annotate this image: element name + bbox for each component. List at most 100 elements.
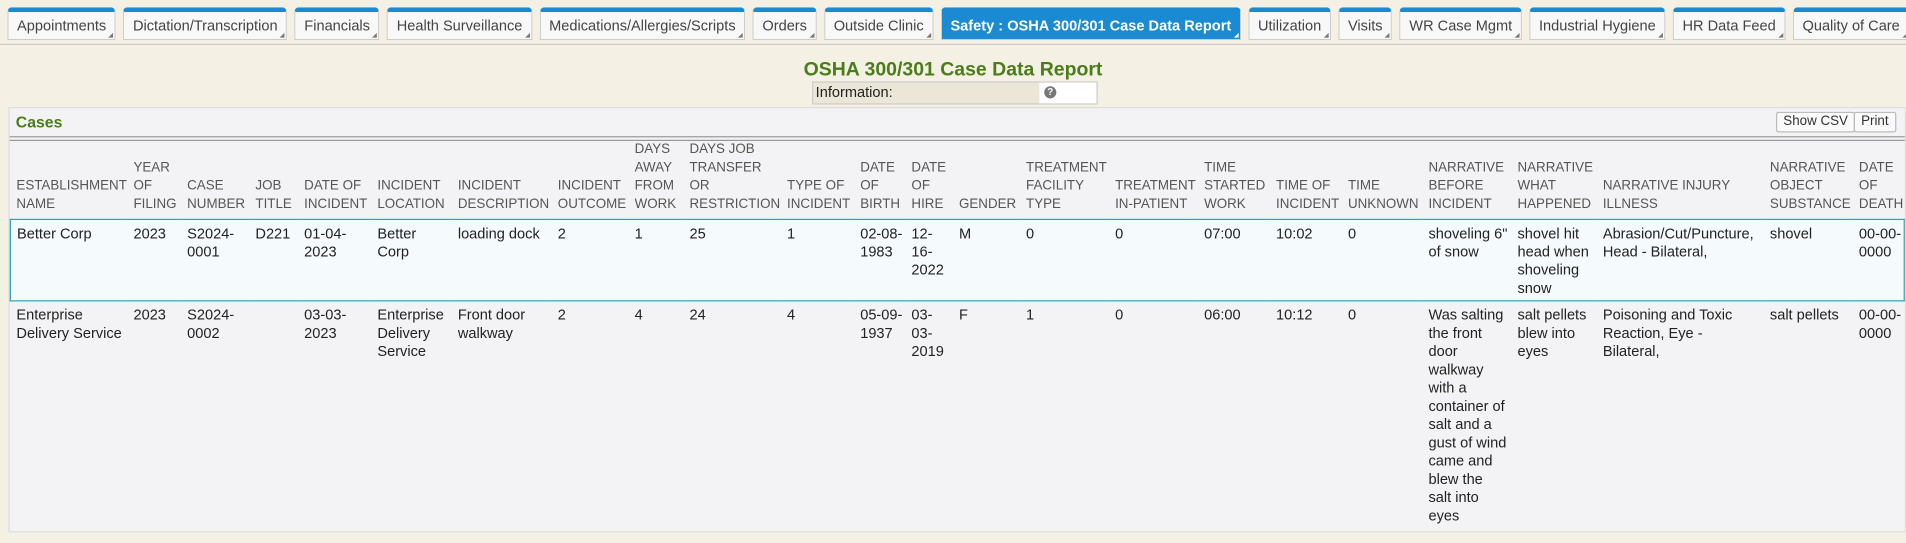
table-row[interactable]: Enterprise Delivery Service 2023 S2024-000… [10,301,1904,528]
column-header[interactable]: TIME OF INCIDENT [1276,178,1340,212]
report-title: OSHA 300/301 Case Data Report [803,59,1103,81]
help-icon[interactable]: ? [1044,86,1057,99]
column-header[interactable]: NARRATIVE BEFORE INCIDENT [1428,160,1505,212]
table-cell: shovel [1763,218,1853,302]
tab[interactable]: Outside Clinic [823,7,934,41]
table-cell: 10:12 [1276,306,1313,324]
table-cell: 03-03-2023 [304,306,347,342]
table-cell: 25 [683,218,781,302]
table-cell: 1 [628,218,684,302]
cases-panel: Cases Show CSV Print ESTABLISHMENT NAME Y… [8,106,1906,533]
column-header[interactable]: DAYS JOB TRANSFER OR RESTRICTION [689,142,781,212]
table-cell: 0 [1019,218,1109,302]
column-header[interactable]: TREATMENT FACILITY TYPE [1026,160,1107,212]
tab[interactable]: Orders [752,7,817,41]
table-cell: Enterprise Delivery Service [16,306,122,342]
table-cell: Was salting the front door walkway with … [1428,306,1507,524]
table-cell: M [952,218,1020,302]
column-header[interactable]: DATE OF INCIDENT [304,178,368,212]
cases-table: ESTABLISHMENT NAME YEAR OF FILING CASE NUM… [9,141,1905,528]
table-cell: 1 [1026,306,1035,324]
table-cell: Enterprise Delivery Service [377,306,444,360]
column-header[interactable]: ESTABLISHMENT NAME [16,178,127,212]
table-cell: 12-16-2022 [905,218,953,302]
table-cell: 1 [780,218,855,302]
table-row[interactable]: Better Corp 2023 S2024-0001 D221 01-04-2023 B… [9,218,1905,302]
info-label: Information: [815,83,893,101]
tab[interactable]: Safety : OSHA 300/301 Case Data Report [940,7,1241,41]
table-cell: 01-04-2023 [298,218,372,302]
tab[interactable]: Utilization [1248,7,1331,41]
tab[interactable]: Health Surveillance [386,7,533,41]
table-cell: shoveling 6" of snow [1422,218,1512,302]
table-cell: 05-09-1937 [860,306,903,342]
tab[interactable]: Dictation/Transcription [123,7,288,41]
table-cell: Better Corp [371,218,452,302]
column-header[interactable]: NARRATIVE OBJECT SUBSTANCE [1769,160,1851,212]
tab[interactable]: WR Case Mgmt [1399,7,1522,41]
print-button[interactable]: Print [1853,111,1896,133]
table-cell: 24 [689,306,706,324]
table-cell [249,301,298,528]
column-header[interactable]: CASE NUMBER [187,178,246,212]
table-cell: S2024-0001 [181,218,250,302]
show-csv-button[interactable]: Show CSV [1775,111,1856,133]
table-cell: Better Corp [9,218,128,302]
tab[interactable]: Quality of Care [1792,7,1906,41]
table-cell: Front door walkway [457,306,526,342]
table-cell: 0 [1347,306,1357,324]
column-header[interactable]: DATE OF HIRE [911,160,947,212]
column-header[interactable]: DATE OF BIRTH [860,160,901,212]
table-cell: F [958,306,968,324]
tab[interactable]: Medications/Allergies/Scripts [539,7,746,41]
column-header[interactable]: TIME UNKNOWN [1347,178,1419,212]
column-header[interactable]: DATE OF DEATH [1858,160,1904,212]
column-header[interactable]: TIME STARTED WORK [1204,160,1266,212]
header-row: ESTABLISHMENT NAME YEAR OF FILING CASE NUM… [10,141,1904,219]
column-header[interactable]: NARRATIVE WHAT HAPPENED [1517,160,1594,212]
table-cell: Abrasion/Cut/Puncture, Head - Bilateral, [1596,218,1764,302]
table-cell: 0 [1108,218,1199,302]
column-header[interactable]: GENDER [958,196,1017,212]
table-cell: 00-00-0000 [1858,306,1902,342]
table-cell: shovel hit head when shoveling snow [1511,218,1597,302]
column-header[interactable]: INCIDENT DESCRIPTION [457,178,550,212]
table-cell: 0 [1115,306,1124,324]
tab[interactable]: Visits [1338,7,1393,41]
table-cell: 4 [787,306,796,324]
tab[interactable]: Financials [294,7,380,41]
table-cell: 02-08-1983 [854,218,906,302]
table-cell: salt pellets [1769,306,1839,324]
table-cell: 0 [1341,218,1423,302]
table-cell: 4 [634,306,643,324]
table-cell: D221 [249,218,299,302]
divider [9,136,1905,142]
column-header[interactable]: INCIDENT LOCATION [377,178,445,212]
panel-title: Cases [15,113,63,132]
table-cell: 2023 [127,218,182,302]
table-cell: loading dock [451,218,552,302]
table-cell: 2 [551,218,629,302]
column-header[interactable]: JOB TITLE [255,178,292,212]
table-cell: 10:02 [1269,218,1342,302]
info-box: Information:? [812,81,1098,105]
table-cell: Poisoning and Toxic Reaction, Eye - Bila… [1602,306,1733,360]
column-header[interactable]: TYPE OF INCIDENT [787,178,851,212]
table-cell: 00-00-0000 [1852,218,1905,302]
table-cell: 03-03-2019 [911,306,944,360]
table-cell: S2024-0002 [187,306,235,342]
tab[interactable]: Industrial Hygiene [1529,7,1666,41]
column-header[interactable]: TREATMENT IN-PATIENT [1115,178,1196,212]
table-cell: 06:00 [1204,306,1241,324]
column-header[interactable]: DAYS AWAY FROM WORK [634,142,677,212]
column-header[interactable]: YEAR OF FILING [133,160,177,212]
tab[interactable]: HR Data Feed [1672,7,1786,41]
tab[interactable]: Appointments [7,7,116,41]
table-cell: 2023 [133,306,166,324]
table-cell: 07:00 [1198,218,1270,302]
table-cell: salt pellets blew into eyes [1517,306,1587,360]
column-header[interactable]: INCIDENT OUTCOME [557,178,627,212]
column-header[interactable]: NARRATIVE INJURY ILLNESS [1602,178,1730,212]
